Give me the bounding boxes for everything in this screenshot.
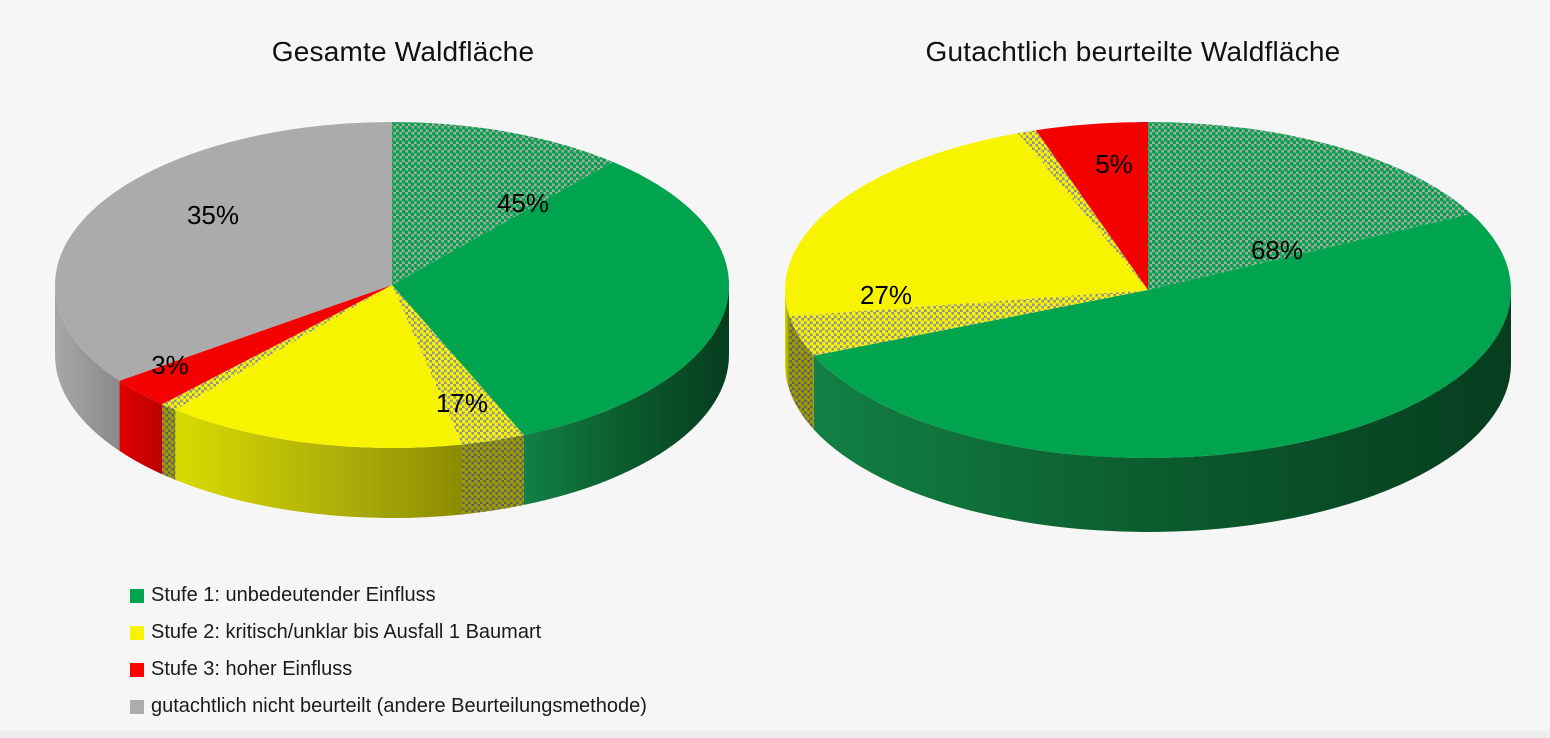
pie-slice-side-yellow-pattern [162,404,176,480]
pie-slice-side-gray [55,285,120,451]
pie-slice-green-pattern [1148,122,1472,290]
pie-slice-yellow-pattern [392,285,524,445]
slice-label: 3% [151,350,189,380]
pie-slice-gray [54,122,393,381]
pie-slice-yellow-pattern [162,285,392,410]
legend-item-stufe1: Stufe 1: unbedeutender Einfluss [130,577,647,614]
pie-slice-red [1035,122,1148,290]
pie-slice-yellow [175,285,463,449]
legend-marker-stufe3-icon [130,662,144,677]
pie-slice-side-red [119,380,163,475]
legend-item-nicht-beurteilt: gutachtlich nicht beurteilt (andere Beur… [130,688,647,725]
pie-slice-side-green [523,285,729,506]
pie-gutachtlich-beurteilte-waldflaeche: 68% 27% 5% [785,122,1512,532]
legend-label-stufe2: Stufe 2: kritisch/unklar bis Ausfall 1 B… [151,621,542,643]
legend-marker-nicht-beurteilt-icon [130,699,144,714]
slice-label: 68% [1251,235,1303,265]
pie-slice-green [813,213,1512,459]
chart-title-right: Gutachtlich beurteilte Waldfläche [925,36,1341,67]
slice-label: 27% [860,280,912,310]
pie-slice-yellow-pattern [1017,130,1148,290]
legend-label-stufe1: Stufe 1: unbedeutender Einfluss [151,584,436,606]
pie-slice-green [392,161,730,436]
pie-slice-side-yellow [785,290,790,391]
pie-gesamte-waldflaeche: 45% 35% 3% 17% [54,121,730,519]
chart-title-left: Gesamte Waldfläche [271,36,535,67]
legend: Stufe 1: unbedeutender Einfluss Stufe 2:… [130,577,647,725]
legend-item-stufe2: Stufe 2: kritisch/unklar bis Ausfall 1 B… [130,614,647,651]
pie-slice-red [119,285,393,405]
pie-slice-green-pattern [392,121,614,285]
legend-marker-stufe1-icon [130,588,144,603]
pie-slice-side-green [813,290,1511,532]
legend-label-stufe3: Stufe 3: hoher Einfluss [151,658,353,680]
pie-slice-side-yellow-pattern [462,435,524,515]
slice-label: 17% [436,388,488,418]
legend-label-nicht-beurteilt: gutachtlich nicht beurteilt (andere Beur… [151,695,647,717]
pie-slice-side-yellow [175,409,463,519]
slice-label: 35% [187,200,239,230]
legend-marker-stufe2-icon [130,625,144,640]
pie-slice-yellow-pattern [789,290,1148,356]
pie-slice-side-yellow-pattern [789,316,814,430]
bottom-strip [0,731,1550,738]
slice-label: 45% [497,188,549,218]
legend-item-stufe3: Stufe 3: hoher Einfluss [130,651,647,688]
slice-label: 5% [1095,149,1133,179]
pie-slice-yellow [785,133,1148,317]
